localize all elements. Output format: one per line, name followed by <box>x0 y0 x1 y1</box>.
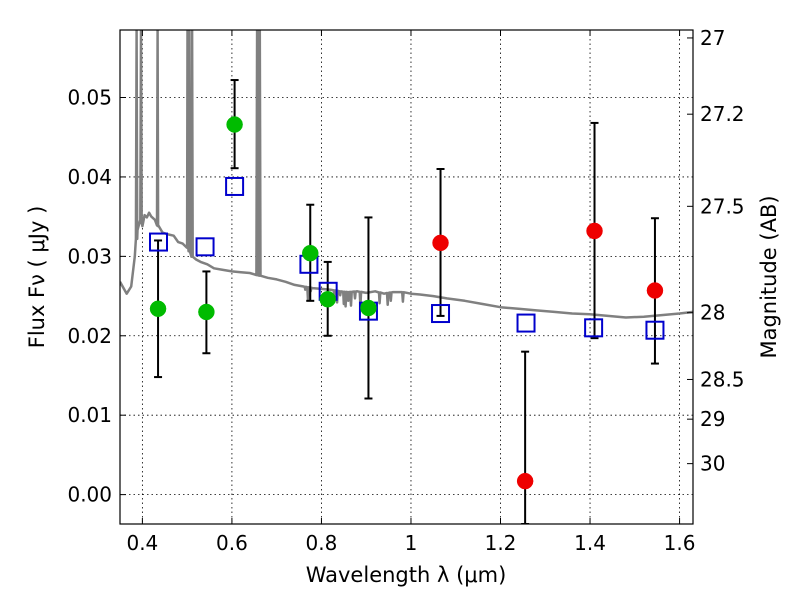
flux-point <box>198 303 215 321</box>
x-tick-label: 1.6 <box>664 531 696 555</box>
mag-tick-label: 27 <box>700 26 725 50</box>
y-tick-label: 0.01 <box>67 403 112 427</box>
model-flux-square <box>645 320 665 340</box>
mag-tick-label: 29 <box>700 407 725 431</box>
mag-tick-label: 27.5 <box>700 194 745 218</box>
x-tick-label: 0.8 <box>306 531 338 555</box>
x-tick-label: 0.4 <box>126 531 158 555</box>
flux-point <box>432 234 449 252</box>
mag-tick-label: 28 <box>700 301 725 325</box>
flux-point <box>646 282 664 299</box>
y-tick-label: 0.05 <box>67 86 112 110</box>
model-flux-square <box>148 232 168 252</box>
model-flux-square <box>431 304 451 324</box>
x-tick-label: 1 <box>405 531 418 555</box>
plot-area <box>120 30 693 524</box>
mag-tick-label: 30 <box>700 452 725 476</box>
flux-point <box>360 299 377 317</box>
y-tick-label: 0.00 <box>67 483 112 507</box>
x-axis-label: Wavelength λ (μm) <box>306 563 507 587</box>
mag-tick-label: 28.5 <box>700 367 745 391</box>
model-flux-square <box>195 237 215 257</box>
flux-point <box>516 472 534 490</box>
mag-tick-label: 27.2 <box>700 102 745 126</box>
x-tick-label: 1.4 <box>574 531 606 555</box>
x-tick-label: 0.6 <box>216 531 248 555</box>
plot-frame <box>119 29 694 525</box>
model-flux-square <box>584 318 604 338</box>
flux-point <box>319 290 336 308</box>
flux-point <box>226 116 243 133</box>
y-tick-label: 0.02 <box>67 324 112 348</box>
model-flux-square <box>225 176 245 196</box>
x-tick-label: 1.2 <box>485 531 517 555</box>
y-tick-label: 0.04 <box>67 165 112 189</box>
flux-point <box>149 300 167 318</box>
y-tick-label: 0.03 <box>67 244 112 268</box>
flux-point <box>302 244 319 262</box>
flux-point <box>586 222 603 240</box>
y2-axis-label: Magnitude (AB) <box>757 195 781 358</box>
axis-ticks: 0.4 0.6 0.8 1 1.2 1.4 1.6 0.00 0.01 0.02 0.03 0.04 0… <box>67 26 744 555</box>
y-axis-label: Flux Fν ( μJy ) <box>25 206 49 349</box>
model-flux-square <box>516 313 536 333</box>
